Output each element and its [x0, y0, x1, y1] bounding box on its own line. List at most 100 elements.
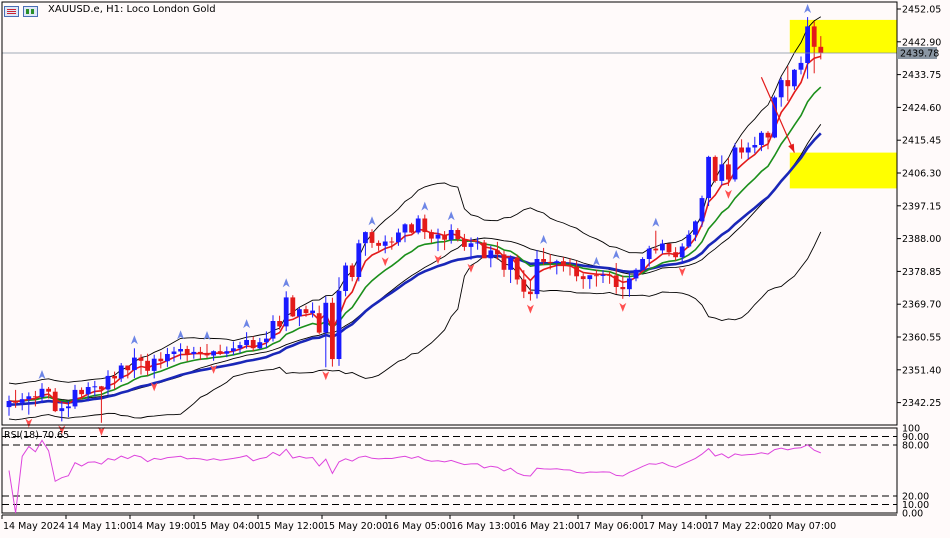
candle: [508, 255, 513, 283]
candle-body: [85, 387, 91, 395]
candle: [264, 331, 269, 348]
time-tick-label: 15 May 12:00: [259, 521, 324, 532]
candle-body: [336, 290, 342, 359]
candle: [534, 250, 540, 299]
candle-body: [620, 287, 626, 290]
candle-body: [429, 232, 434, 239]
price-tick-label: 2369.70: [902, 300, 941, 311]
candle-body: [389, 241, 395, 243]
candle-body: [653, 248, 659, 251]
indicators-icon[interactable]: [23, 6, 38, 17]
candle: [613, 263, 619, 294]
candle: [356, 239, 362, 282]
rsi-level-label: 90.00: [902, 432, 929, 443]
candle-body: [554, 261, 560, 263]
fractal-down-icon: [724, 189, 732, 199]
candle: [442, 231, 447, 251]
candle: [528, 280, 533, 301]
candle: [640, 257, 645, 271]
candle-body: [171, 351, 177, 354]
candle-body: [587, 275, 593, 280]
candle-body: [376, 242, 381, 246]
candle: [151, 354, 157, 379]
candle: [554, 259, 560, 275]
candle-body: [693, 221, 698, 235]
candle: [283, 291, 289, 332]
rsi-level-label: 20.00: [902, 492, 929, 503]
candle-body: [613, 275, 619, 287]
candle-body: [26, 396, 32, 400]
candle-body: [798, 62, 804, 70]
candle-body: [165, 354, 170, 362]
fractal-down-icon: [381, 257, 389, 267]
candle: [495, 241, 500, 260]
price-axis: 2452.05 2442.90 2433.75 2424.60 2415.45 2406.…: [897, 5, 941, 409]
candle: [693, 220, 698, 242]
candle-body: [6, 401, 12, 408]
candle-body: [574, 266, 579, 277]
candle-body: [580, 276, 586, 280]
candle-body: [528, 291, 533, 295]
candle: [79, 387, 84, 400]
time-tick-label: 17 May 06:00: [579, 521, 644, 532]
candle: [217, 344, 223, 356]
market-depth-icon[interactable]: [4, 6, 19, 17]
candle-body: [125, 365, 131, 371]
candle: [719, 155, 725, 186]
candle: [488, 245, 494, 268]
candle-body: [448, 230, 454, 240]
candle-body: [541, 259, 546, 262]
candle: [105, 370, 111, 395]
candle-body: [39, 388, 45, 397]
candle-body: [772, 97, 777, 138]
candle-body: [508, 257, 513, 270]
candle: [699, 195, 705, 227]
candle: [541, 247, 546, 266]
candle: [435, 228, 441, 252]
candle: [72, 384, 78, 409]
candle-body: [699, 198, 705, 222]
candle: [785, 66, 791, 101]
candle-body: [343, 265, 348, 291]
candle-body: [237, 345, 243, 349]
candle: [752, 136, 758, 154]
candle: [316, 305, 322, 335]
candle-body: [270, 321, 276, 339]
candle: [580, 273, 586, 289]
candle-body: [686, 234, 692, 247]
candle: [184, 345, 190, 362]
candle: [250, 336, 256, 352]
candle-body: [257, 342, 263, 349]
candle: [778, 77, 784, 107]
candle-body: [455, 230, 461, 239]
candle-body: [138, 357, 144, 361]
candle: [118, 363, 124, 382]
candle: [19, 393, 25, 411]
candle-body: [732, 147, 738, 180]
forecast-arrow: [760, 77, 795, 153]
price-tick-label: 2415.45: [902, 136, 941, 147]
candle: [561, 256, 566, 272]
candle-body: [52, 391, 58, 412]
candle: [39, 383, 45, 403]
candle: [818, 36, 824, 60]
candle-body: [759, 132, 764, 145]
candle: [415, 215, 421, 235]
candle: [303, 305, 309, 317]
candle-body: [59, 408, 65, 412]
candle: [607, 271, 612, 284]
candle: [204, 344, 210, 358]
ema-slow: [8, 86, 822, 403]
fractal-down-icon: [619, 302, 627, 312]
candle-body: [600, 274, 606, 276]
fractal-up-icon: [243, 319, 251, 329]
time-tick-label: 17 May 14:00: [643, 521, 708, 532]
candle: [712, 155, 718, 183]
candle: [138, 354, 144, 375]
candle: [462, 233, 467, 251]
rsi-level-label: 10.00: [902, 500, 929, 511]
candle: [600, 270, 606, 283]
candle-body: [297, 309, 302, 317]
